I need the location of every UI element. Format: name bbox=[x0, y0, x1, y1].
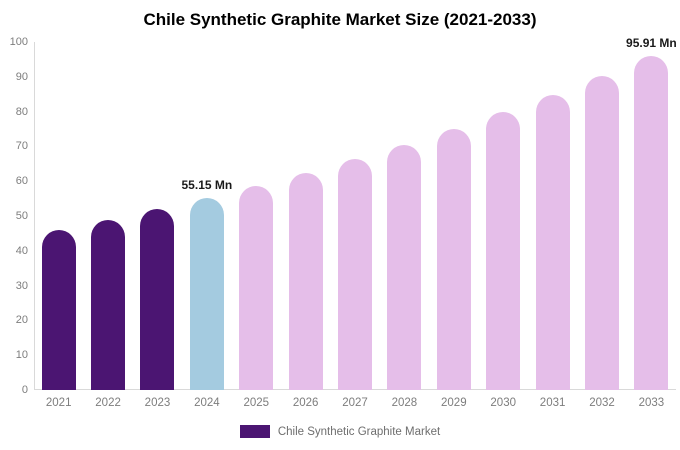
y-tick-label-100: 100 bbox=[9, 36, 28, 48]
x-tick-label-2021: 2021 bbox=[45, 397, 72, 409]
legend-swatch bbox=[239, 425, 270, 438]
x-tick-label-2027: 2027 bbox=[342, 397, 368, 409]
bar-2032[interactable] bbox=[584, 76, 619, 390]
bar-2028[interactable] bbox=[387, 144, 422, 390]
bar-2025[interactable] bbox=[239, 185, 274, 390]
y-tick-label-10: 10 bbox=[15, 349, 28, 362]
x-tick-label-2025: 2025 bbox=[243, 397, 270, 409]
x-axis: 2021 2022 2023 2024 2025 2026 2027 2028 2029 2030… bbox=[34, 397, 676, 409]
bar-2023[interactable] bbox=[140, 209, 175, 390]
bar-2031[interactable] bbox=[535, 94, 570, 390]
bar-slot-2029 bbox=[429, 42, 478, 390]
bar-slot-2032 bbox=[577, 42, 626, 390]
bars-area: 55.15 Mn 95.91 Mn bbox=[34, 36, 677, 390]
y-axis: 0 10 20 30 40 50 60 70 80 90 100 bbox=[0, 0, 30, 450]
x-tick-label-2022: 2022 bbox=[95, 397, 121, 409]
legend[interactable]: Chile Synthetic Graphite Market bbox=[0, 425, 680, 438]
legend-label: Chile Synthetic Graphite Market bbox=[277, 425, 441, 438]
y-tick-label-20: 20 bbox=[15, 314, 28, 327]
bar-slot-2028 bbox=[380, 42, 429, 390]
bar-slot-2026 bbox=[281, 42, 330, 390]
bar-slot-2027 bbox=[330, 42, 379, 390]
bar-slot-2022 bbox=[83, 42, 132, 390]
y-tick-label-80: 80 bbox=[15, 105, 28, 118]
x-tick-label-2029: 2029 bbox=[441, 397, 467, 409]
bar-slot-2023 bbox=[133, 42, 182, 390]
x-tick-label-2023: 2023 bbox=[144, 397, 171, 409]
chart-title: Chile Synthetic Graphite Market Size (20… bbox=[143, 10, 537, 29]
y-tick-label-90: 90 bbox=[15, 70, 28, 83]
bar-2022[interactable] bbox=[91, 220, 126, 390]
bar-2030[interactable] bbox=[486, 112, 521, 390]
x-tick-label-2030: 2030 bbox=[490, 397, 516, 409]
bar-2024[interactable]: 55.15 Mn bbox=[182, 178, 232, 390]
y-tick-label-40: 40 bbox=[15, 244, 28, 257]
bar-slot-2024: 55.15 Mn bbox=[182, 42, 232, 390]
bar-2027[interactable] bbox=[338, 159, 373, 390]
bar-value-label-2033: 95.91 Mn bbox=[626, 36, 677, 51]
bar-value-label-2024: 55.15 Mn bbox=[181, 178, 233, 193]
x-tick-label-2032: 2032 bbox=[589, 397, 615, 409]
y-tick-label-0: 0 bbox=[21, 384, 28, 396]
bar-2033[interactable]: 95.91 Mn bbox=[626, 36, 677, 390]
bar-slot-2031 bbox=[528, 42, 577, 390]
y-tick-label-60: 60 bbox=[15, 175, 28, 188]
y-tick-label-50: 50 bbox=[15, 210, 28, 222]
bar-2026[interactable] bbox=[288, 172, 323, 390]
bar-slot-2033: 95.91 Mn bbox=[626, 36, 677, 390]
x-tick-label-2028: 2028 bbox=[391, 397, 418, 409]
bar-2021[interactable] bbox=[41, 230, 76, 390]
bar-slot-2021 bbox=[34, 42, 83, 390]
x-tick-label-2033: 2033 bbox=[638, 397, 665, 409]
x-tick-label-2026: 2026 bbox=[292, 397, 319, 409]
bar-slot-2030 bbox=[479, 42, 528, 390]
bar-2029[interactable] bbox=[436, 129, 471, 390]
x-tick-label-2024: 2024 bbox=[194, 397, 220, 409]
bar-slot-2025 bbox=[232, 42, 281, 390]
y-tick-label-30: 30 bbox=[15, 279, 28, 292]
x-tick-label-2031: 2031 bbox=[539, 397, 566, 409]
y-tick-label-70: 70 bbox=[15, 140, 28, 153]
